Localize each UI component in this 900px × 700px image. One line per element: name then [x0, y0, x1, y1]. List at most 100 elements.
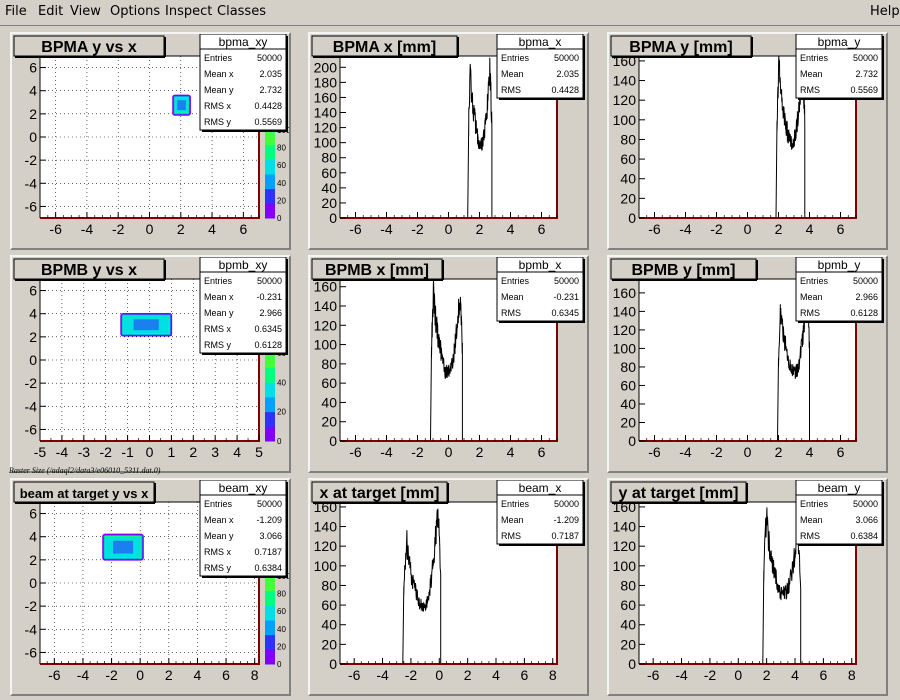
menu-classes[interactable]: Classes — [217, 4, 266, 19]
y-tick-label: 120 — [613, 92, 637, 108]
x-tick-label: 0 — [146, 444, 154, 460]
y-tick-label: 6 — [29, 506, 37, 522]
pad-title: BPMA y [mm] — [629, 39, 732, 56]
y-tick-label: 60 — [620, 377, 636, 393]
y-tick-label: 80 — [620, 577, 636, 593]
palette-cell — [265, 188, 275, 204]
stats-label: Mean — [501, 292, 524, 302]
palette-cell — [265, 130, 275, 146]
x-tick-label: -2 — [704, 667, 717, 683]
x-tick-label: 1 — [168, 444, 176, 460]
pad-title: BPMB y [mm] — [631, 262, 735, 279]
y-tick-label: 6 — [29, 283, 37, 299]
x-tick-label: -4 — [679, 444, 692, 460]
y-tick-label: -4 — [25, 621, 38, 637]
x-tick-label: 4 — [507, 221, 515, 237]
x-tick-label: -4 — [380, 221, 393, 237]
stats-label: RMS y — [204, 117, 232, 127]
stats-label: Mean x — [204, 69, 234, 79]
stats-value: 0.7187 — [254, 547, 282, 557]
stats-value: -1.209 — [256, 515, 282, 525]
palette-cell — [265, 367, 275, 383]
y-tick-label: 140 — [314, 519, 338, 535]
x-tick-label: 0 — [744, 221, 752, 237]
x-tick-label: 2 — [775, 444, 783, 460]
y-tick-label: 80 — [321, 577, 337, 593]
menu-file[interactable]: File — [5, 4, 27, 19]
x-tick-label: -2 — [710, 221, 723, 237]
stats-value: 50000 — [853, 276, 878, 286]
stats-label: Entries — [501, 499, 530, 509]
stats-value: 2.035 — [259, 69, 282, 79]
stats-value: 0.5569 — [254, 117, 282, 127]
pad-bpma-y[interactable]: -6 -4 -2 0 2 4 6 0 20 40 60 80 100 120 140 160 BPMA y [m… — [607, 32, 888, 250]
stats-label: RMS x — [204, 101, 232, 111]
stats-label: Mean y — [204, 85, 234, 95]
palette-cell — [265, 620, 275, 636]
x-tick-label: -6 — [648, 221, 661, 237]
stats-box — [795, 257, 883, 322]
x-tick-label: 4 — [208, 221, 216, 237]
y-tick-label: 160 — [314, 279, 338, 295]
x-tick-label: 5 — [255, 444, 263, 460]
menu-view[interactable]: View — [70, 4, 101, 19]
stats-name: bpmb_x — [519, 258, 562, 272]
x-tick-label: 2 — [165, 667, 173, 683]
stats-box — [496, 34, 584, 99]
menu-edit[interactable]: Edit — [38, 4, 64, 19]
palette-tick-label: 20 — [277, 196, 286, 205]
x-tick-label: 4 — [194, 667, 202, 683]
stats-value: 50000 — [257, 53, 282, 63]
stats-label: Mean — [501, 69, 524, 79]
beam-spot-core — [113, 540, 134, 554]
palette-tick-label: 20 — [277, 642, 286, 651]
stats-label: RMS x — [204, 547, 232, 557]
x-tick-label: -2 — [405, 667, 418, 683]
menu-help[interactable]: Help — [870, 4, 900, 19]
menu-options[interactable]: Options — [110, 4, 161, 19]
stats-value: 50000 — [257, 276, 282, 286]
x-tick-label: -6 — [49, 221, 62, 237]
pad-title: beam at target y vs x — [20, 486, 149, 501]
y-tick-label: 120 — [314, 538, 338, 554]
x-tick-label: -2 — [99, 444, 112, 460]
y-tick-label: 40 — [620, 396, 636, 412]
y-tick-label: 140 — [613, 303, 637, 319]
pad-beam-y[interactable]: -6 -4 -2 0 2 4 6 8 0 20 40 60 80 100 120 140 160 y at tar… — [607, 478, 888, 696]
palette-tick-label: 40 — [277, 378, 286, 387]
pad-bpmb-y[interactable]: -6 -4 -2 0 2 4 6 0 20 40 60 80 100 120 140 160 BPMB y [m… — [607, 255, 888, 473]
y-tick-label: 2 — [29, 106, 37, 122]
y-tick-label: 4 — [29, 529, 37, 545]
y-tick-label: 160 — [314, 89, 338, 105]
x-tick-label: -2 — [411, 221, 424, 237]
y-tick-label: 60 — [321, 597, 337, 613]
y-tick-label: 4 — [29, 306, 37, 322]
y-tick-label: 60 — [620, 151, 636, 167]
stats-value: 0.4428 — [551, 85, 579, 95]
pad-bpmb-x[interactable]: -6 -4 -2 0 2 4 6 0 20 40 60 80 100 120 140 160 BPMB x [m… — [308, 255, 589, 473]
pad-beam-x[interactable]: -6 -4 -2 0 2 4 6 8 0 20 40 60 80 100 120 140 160 x at tar… — [308, 478, 589, 696]
stats-label: Entries — [800, 53, 829, 63]
palette-cell — [265, 397, 275, 413]
x-tick-label: -4 — [679, 221, 692, 237]
pad-bpma-x[interactable]: -6 -4 -2 0 2 4 6 0 20 40 60 80 100 120 140 160 180 200 BPM… — [308, 32, 589, 250]
x-tick-label: -1 — [121, 444, 134, 460]
stats-value: 0.4428 — [254, 101, 282, 111]
y-tick-label: 60 — [321, 375, 337, 391]
menu-inspect[interactable]: Inspect — [165, 4, 213, 19]
palette-tick-label: 40 — [277, 625, 286, 634]
x-tick-label: 0 — [146, 221, 154, 237]
palette-cell — [265, 159, 275, 175]
y-tick-label: 120 — [314, 120, 338, 136]
palette-cell — [265, 649, 275, 665]
stats-value: 50000 — [554, 276, 579, 286]
x-tick-label: 6 — [819, 667, 827, 683]
stats-label: Entries — [800, 276, 829, 286]
